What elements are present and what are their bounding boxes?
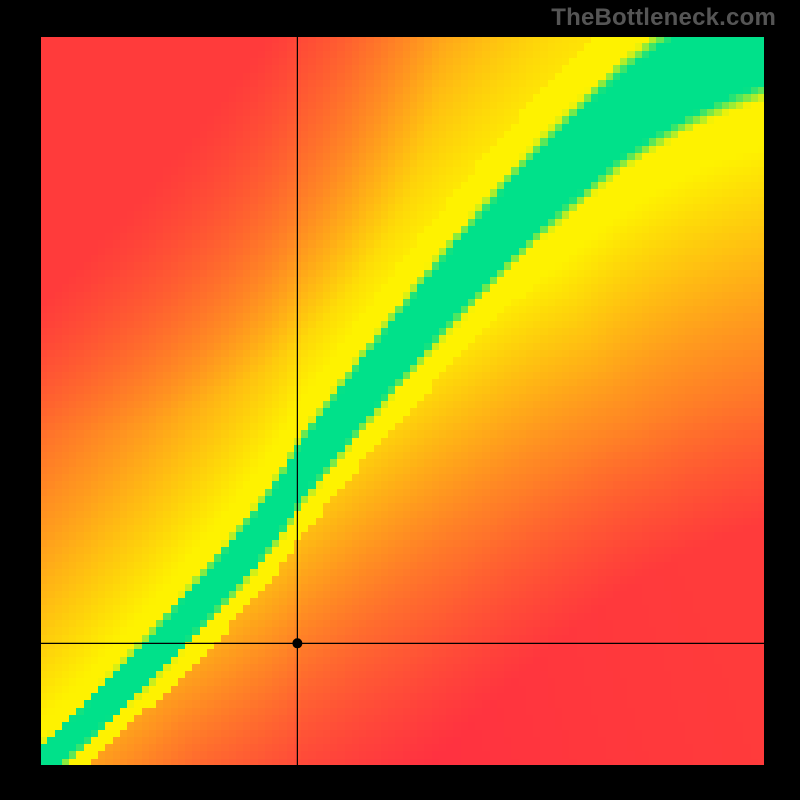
watermark-text: TheBottleneck.com <box>551 4 776 32</box>
chart-container: TheBottleneck.com <box>0 0 800 800</box>
bottleneck-heatmap-canvas <box>0 0 800 800</box>
